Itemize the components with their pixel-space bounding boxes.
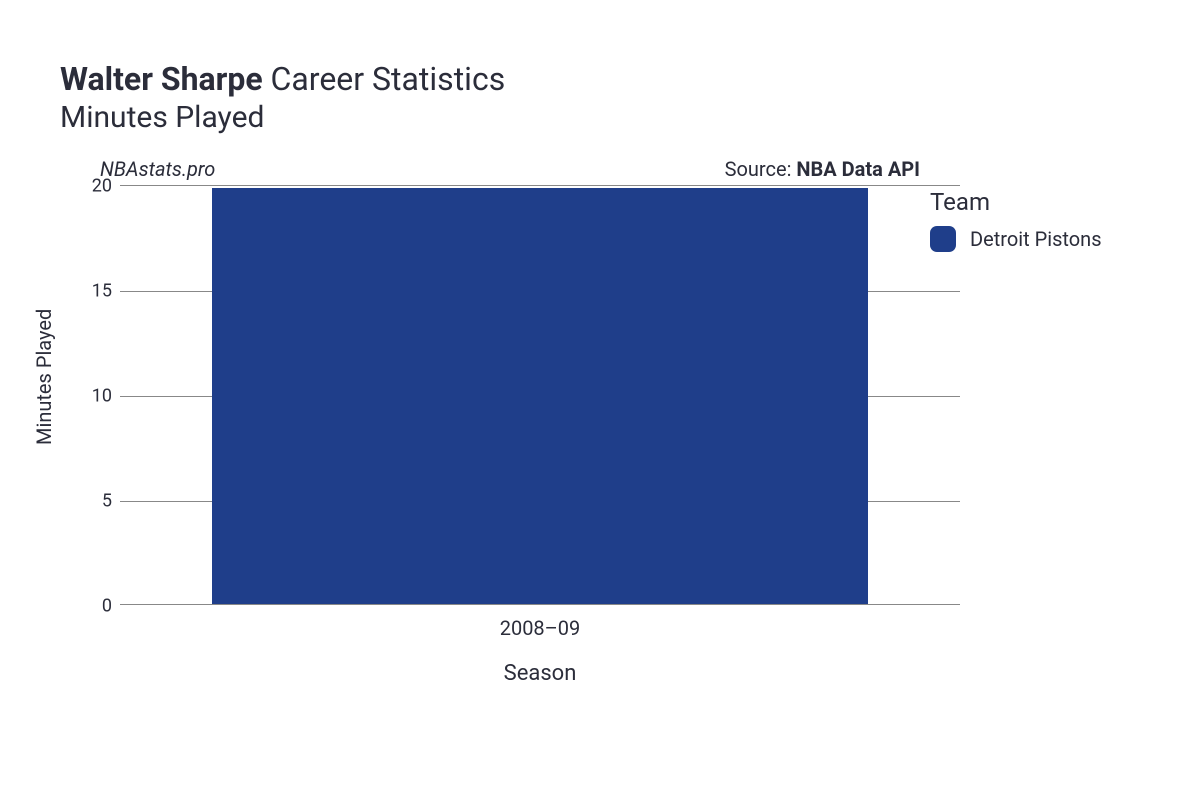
chart-container: Walter Sharpe Career Statistics Minutes …: [0, 0, 1200, 605]
y-tick-label: 0: [80, 596, 112, 617]
legend-label: Detroit Pistons: [970, 227, 1102, 251]
title-suffix: Career Statistics: [271, 60, 506, 98]
y-axis-label: Minutes Played: [32, 309, 56, 445]
credits-row: NBAstats.pro Source: NBA Data API: [100, 157, 920, 181]
legend-items: Detroit Pistons: [930, 226, 1102, 252]
y-tick-label: 15: [80, 281, 112, 302]
y-tick-label: 20: [80, 176, 112, 197]
source-credit: Source: NBA Data API: [725, 157, 920, 181]
legend-title: Team: [930, 188, 1102, 216]
x-axis-label: Season: [504, 661, 577, 686]
player-name: Walter Sharpe: [60, 60, 263, 98]
legend: Team Detroit Pistons: [930, 188, 1102, 252]
legend-item: Detroit Pistons: [930, 226, 1102, 252]
source-name: NBA Data API: [796, 157, 920, 181]
plot-area: 051015202008–09Season: [120, 185, 960, 605]
y-tick-label: 10: [80, 386, 112, 407]
chart-subtitle: Minutes Played: [60, 100, 1140, 135]
legend-swatch: [930, 226, 956, 252]
site-credit: NBAstats.pro: [100, 157, 215, 181]
y-tick-label: 5: [80, 491, 112, 512]
chart-title: Walter Sharpe Career Statistics: [60, 60, 1140, 98]
title-block: Walter Sharpe Career Statistics Minutes …: [60, 60, 1140, 135]
bar: [212, 188, 867, 604]
x-tick-label: 2008–09: [500, 616, 581, 640]
source-prefix: Source:: [725, 157, 797, 181]
